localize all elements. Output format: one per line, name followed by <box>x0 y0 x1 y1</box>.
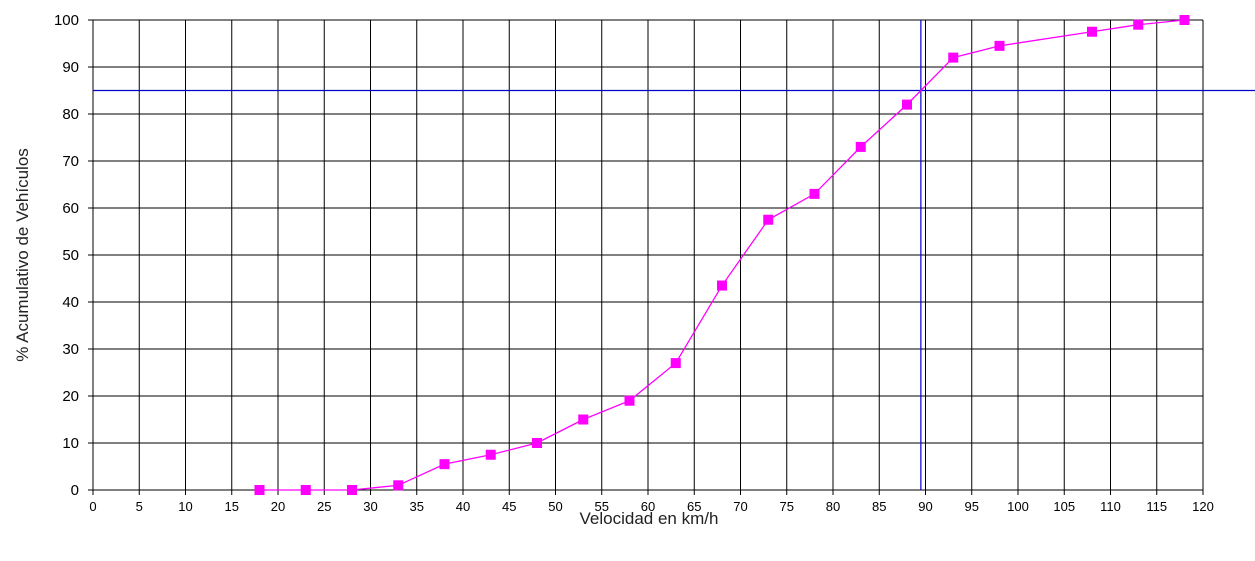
data-point-0 <box>254 485 265 495</box>
data-point-17 <box>1087 26 1097 37</box>
data-point-18 <box>1133 19 1144 30</box>
data-point-2 <box>347 485 357 495</box>
data-point-16 <box>994 40 1005 51</box>
series-line-0 <box>259 19 1185 491</box>
data-point-4 <box>439 459 450 470</box>
y-tick-labels: 0 10 20 30 40 50 60 70 80 90 100 <box>54 12 79 499</box>
x-tick-label-7: 35 <box>410 499 424 514</box>
x-tick-label-6: 30 <box>363 499 377 514</box>
x-tick-label-4: 20 <box>271 499 285 514</box>
x-tick-label-0: 0 <box>89 499 96 514</box>
y-tick-label-9: 90 <box>62 59 79 76</box>
data-point-7 <box>578 414 589 425</box>
data-point-1 <box>300 485 311 495</box>
x-tick-label-15: 75 <box>780 499 794 514</box>
data-point-14 <box>902 99 912 110</box>
data-point-19 <box>1179 15 1190 25</box>
data-point-6 <box>532 438 542 448</box>
y-tick-label-3: 30 <box>62 341 79 358</box>
x-tick-label-21: 105 <box>1053 499 1075 514</box>
y-tick-label-7: 70 <box>62 153 79 170</box>
y-tick-label-10: 100 <box>54 12 79 29</box>
data-point-15 <box>948 52 959 63</box>
data-point-5 <box>485 449 496 460</box>
x-tick-label-17: 85 <box>872 499 886 514</box>
x-tick-label-9: 45 <box>502 499 516 514</box>
y-tick-label-0: 0 <box>71 482 79 499</box>
y-tick-label-4: 40 <box>62 294 79 311</box>
data-point-10 <box>717 280 727 291</box>
y-tick-label-8: 80 <box>62 106 79 123</box>
y-tick-label-6: 60 <box>62 200 79 217</box>
x-tick-label-3: 15 <box>225 499 239 514</box>
x-tick-label-23: 115 <box>1146 499 1167 514</box>
x-tick-label-10: 50 <box>548 499 562 514</box>
x-tick-label-1: 5 <box>136 499 143 514</box>
x-tick-label-24: 120 <box>1192 499 1214 514</box>
y-tick-label-2: 20 <box>62 388 79 405</box>
x-tick-label-19: 95 <box>965 499 979 514</box>
x-tick-label-22: 110 <box>1100 499 1121 514</box>
x-tick-label-13: 65 <box>687 499 701 514</box>
data-point-12 <box>809 188 820 199</box>
data-point-3 <box>393 480 404 491</box>
x-tick-label-2: 10 <box>178 499 192 514</box>
x-tick-label-12: 60 <box>641 499 655 514</box>
x-axis-label: Velocidad en km/h <box>580 509 719 528</box>
y-tick-label-5: 50 <box>62 247 79 264</box>
x-tick-label-16: 80 <box>826 499 840 514</box>
x-tick-label-14: 70 <box>733 499 747 514</box>
x-tick-label-11: 55 <box>595 499 609 514</box>
data-point-8 <box>624 395 635 406</box>
x-tick-label-5: 25 <box>317 499 331 514</box>
x-tick-label-20: 100 <box>1007 499 1029 514</box>
y-tick-label-1: 10 <box>62 435 79 452</box>
series-group <box>254 15 1190 495</box>
x-tick-label-8: 40 <box>456 499 470 514</box>
data-point-13 <box>855 141 866 152</box>
x-tick-labels: 0 5 10 15 20 25 30 35 40 45 50 55 60 65 70 75 80 85 90 95 10… <box>89 499 1213 514</box>
x-tick-label-18: 90 <box>918 499 932 514</box>
data-point-9 <box>670 358 681 369</box>
reference-lines <box>93 20 1255 490</box>
y-axis-label: % Acumulativo de Vehículos <box>13 148 32 362</box>
data-point-11 <box>763 214 774 225</box>
grid-lines <box>88 19 1204 495</box>
